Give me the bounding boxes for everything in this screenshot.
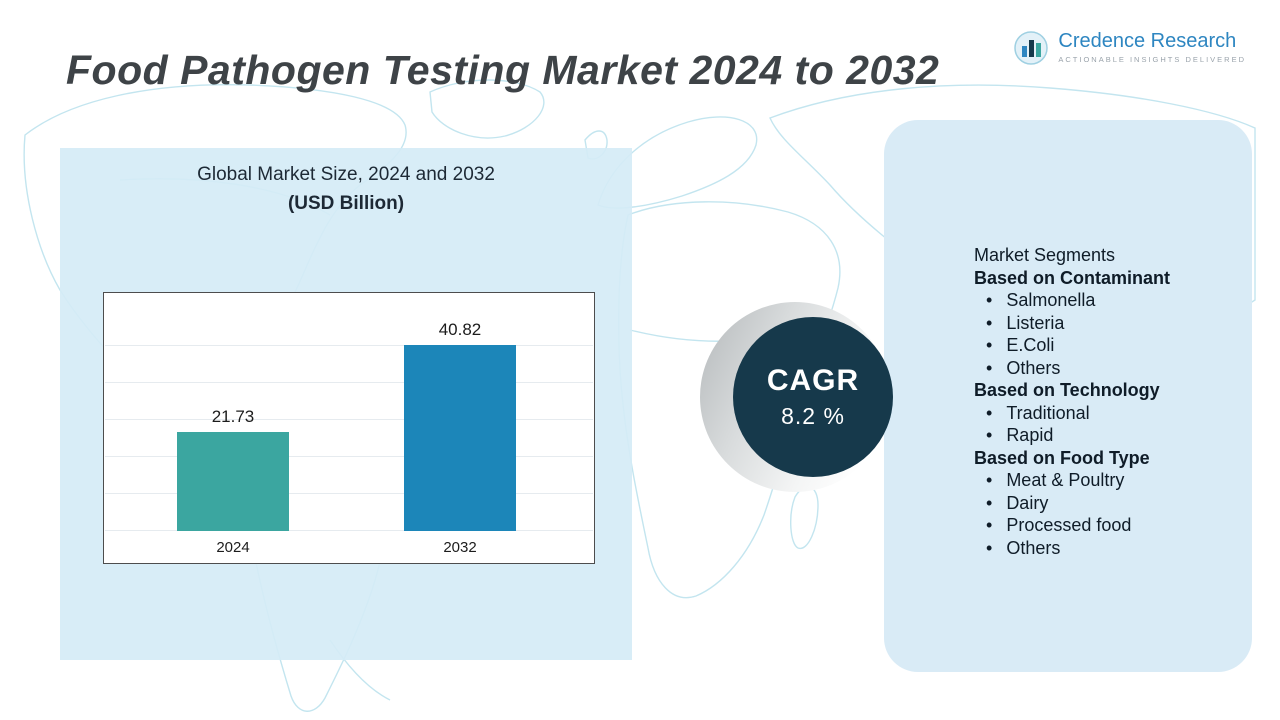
bar-category-label: 2024 bbox=[216, 539, 250, 556]
segment-item: Rapid bbox=[974, 424, 1232, 447]
segments-panel: Market Segments Based on ContaminantSalm… bbox=[884, 120, 1252, 672]
segment-item: Salmonella bbox=[974, 289, 1232, 312]
brand-name: Credence Research bbox=[1058, 30, 1237, 52]
chart-subtitle: (USD Billion) bbox=[287, 193, 405, 214]
segment-item: Processed food bbox=[974, 514, 1232, 537]
segment-item: Traditional bbox=[974, 402, 1232, 425]
brand-tagline: Actionable Insights Delivered bbox=[1058, 55, 1246, 64]
bar-value-label: 40.82 bbox=[438, 320, 482, 339]
page-title: Food Pathogen Testing Market 2024 to 203… bbox=[66, 47, 940, 94]
cagr-label: CAGR bbox=[766, 364, 860, 397]
market-size-panel: Global Market Size, 2024 and 2032 (USD B… bbox=[60, 148, 632, 660]
bar-value-label: 21.73 bbox=[211, 407, 255, 426]
bar-category-label: 2032 bbox=[443, 539, 477, 556]
segment-item: E.Coli bbox=[974, 334, 1232, 357]
bar-chart-icon bbox=[1014, 31, 1049, 65]
chart-title: Global Market Size, 2024 and 2032 bbox=[197, 164, 495, 185]
segment-group-label: Based on Technology bbox=[974, 380, 1160, 400]
segments-content: Market Segments Based on ContaminantSalm… bbox=[974, 244, 1232, 559]
segment-item: Dairy bbox=[974, 492, 1232, 515]
segment-item: Listeria bbox=[974, 312, 1232, 335]
segment-item: Others bbox=[974, 357, 1232, 380]
bar bbox=[177, 432, 289, 531]
bar bbox=[404, 345, 516, 531]
segment-group-label: Based on Food Type bbox=[974, 447, 1150, 468]
segments-heading: Market Segments bbox=[974, 245, 1116, 265]
bar-column: 40.82 bbox=[404, 320, 516, 531]
segment-item: Others bbox=[974, 537, 1232, 560]
brand-logo: Credence Research Actionable Insights De… bbox=[1013, 30, 1246, 66]
cagr-value: 8.2 % bbox=[781, 403, 845, 429]
segment-item: Meat & Poultry bbox=[974, 469, 1232, 492]
bar-column: 21.73 bbox=[177, 407, 289, 531]
brand-text: Credence Research Actionable Insights De… bbox=[1058, 30, 1246, 64]
cagr-badge: CAGR 8.2 % bbox=[733, 317, 893, 477]
bar-chart: 21.73 2024 40.82 2032 bbox=[103, 292, 595, 564]
chart-heading: Global Market Size, 2024 and 2032 (USD B… bbox=[60, 160, 632, 218]
segment-group-label: Based on Contaminant bbox=[974, 267, 1171, 288]
